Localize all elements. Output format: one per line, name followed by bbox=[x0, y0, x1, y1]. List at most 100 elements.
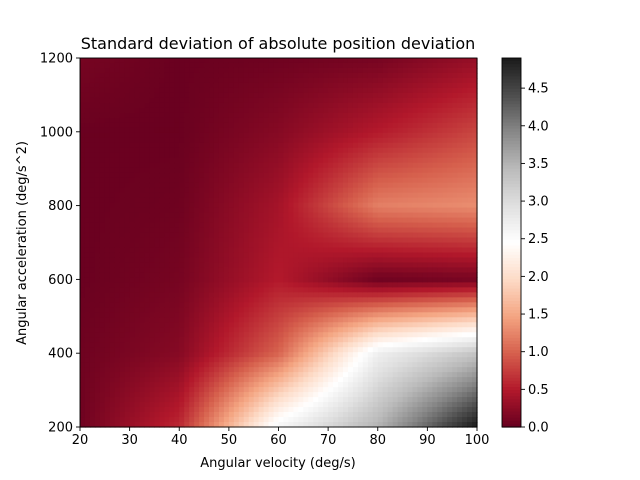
heatmap-cell bbox=[362, 167, 369, 174]
heatmap-cell bbox=[129, 67, 136, 74]
heatmap-cell bbox=[179, 237, 185, 244]
heatmap-cell bbox=[213, 247, 220, 254]
heatmap-cell bbox=[129, 177, 136, 184]
heatmap-cell bbox=[169, 242, 175, 249]
heatmap-cell bbox=[352, 402, 359, 408]
heatmap-cell bbox=[333, 337, 339, 343]
heatmap-cell bbox=[248, 247, 255, 254]
heatmap-cell bbox=[318, 107, 324, 114]
heatmap-cell bbox=[174, 187, 180, 194]
heatmap-cell bbox=[382, 307, 389, 313]
heatmap-cell bbox=[278, 177, 285, 184]
heatmap-cell bbox=[313, 337, 319, 343]
heatmap-cell bbox=[228, 312, 235, 318]
heatmap-cell bbox=[89, 72, 96, 79]
heatmap-cell bbox=[397, 302, 404, 308]
heatmap-cell bbox=[213, 67, 220, 74]
heatmap-cell bbox=[194, 232, 200, 239]
heatmap-cell bbox=[298, 332, 304, 338]
heatmap-cell bbox=[333, 102, 339, 109]
heatmap-cell bbox=[397, 407, 404, 413]
heatmap-cell bbox=[114, 58, 121, 64]
heatmap-cell bbox=[268, 367, 275, 373]
heatmap-cell bbox=[313, 222, 319, 229]
heatmap-cell bbox=[323, 287, 329, 293]
heatmap-cell bbox=[313, 207, 319, 214]
heatmap-cell bbox=[402, 92, 409, 99]
heatmap-cell bbox=[119, 202, 126, 209]
heatmap-cell bbox=[159, 187, 165, 194]
heatmap-cell bbox=[343, 237, 349, 244]
heatmap-cell bbox=[223, 297, 230, 303]
heatmap-cell bbox=[89, 67, 96, 74]
heatmap-cell bbox=[213, 122, 220, 129]
heatmap-cell bbox=[209, 142, 215, 149]
heatmap-cell bbox=[328, 72, 334, 79]
heatmap-cell bbox=[328, 102, 334, 109]
heatmap-cell bbox=[308, 62, 314, 69]
heatmap-cell bbox=[223, 247, 230, 254]
heatmap-cell bbox=[352, 422, 359, 428]
heatmap-cell bbox=[357, 272, 364, 279]
heatmap-cell bbox=[352, 377, 359, 383]
heatmap-cell bbox=[84, 172, 91, 179]
heatmap-cell bbox=[328, 207, 334, 214]
heatmap-cell bbox=[263, 307, 270, 313]
heatmap-cell bbox=[213, 287, 220, 293]
heatmap-cell bbox=[352, 397, 359, 403]
heatmap-cell bbox=[258, 372, 265, 378]
heatmap-cell bbox=[99, 352, 106, 358]
heatmap-cell bbox=[253, 212, 260, 219]
heatmap-cell bbox=[278, 222, 285, 229]
heatmap-cell bbox=[80, 412, 86, 418]
heatmap-cell bbox=[84, 67, 91, 74]
heatmap-cell bbox=[273, 377, 280, 383]
heatmap-cell bbox=[248, 222, 255, 229]
heatmap-cell bbox=[303, 207, 309, 214]
heatmap-cell bbox=[258, 87, 265, 94]
heatmap-cell bbox=[104, 107, 111, 114]
heatmap-cell bbox=[204, 352, 210, 358]
heatmap-cell bbox=[109, 227, 116, 234]
heatmap-cell bbox=[343, 347, 349, 353]
heatmap-cell bbox=[258, 187, 265, 194]
heatmap-cell bbox=[377, 252, 384, 259]
heatmap-cell bbox=[243, 402, 250, 408]
heatmap-cell bbox=[303, 262, 309, 269]
heatmap-cell bbox=[104, 167, 111, 174]
heatmap-cell bbox=[313, 412, 319, 418]
heatmap-cell bbox=[367, 267, 374, 274]
heatmap-cell bbox=[402, 402, 409, 408]
heatmap-cell bbox=[84, 317, 91, 323]
heatmap-cell bbox=[169, 72, 175, 79]
heatmap-cell bbox=[402, 162, 409, 169]
heatmap-cell bbox=[293, 58, 299, 64]
heatmap-cell bbox=[392, 397, 399, 403]
heatmap-cell bbox=[144, 97, 151, 104]
heatmap-cell bbox=[397, 287, 404, 293]
heatmap-cell bbox=[338, 347, 344, 353]
heatmap-cell bbox=[323, 422, 329, 428]
heatmap-cell bbox=[204, 347, 210, 353]
heatmap-cell bbox=[174, 102, 180, 109]
heatmap-cell bbox=[352, 72, 359, 79]
heatmap-cell bbox=[308, 347, 314, 353]
heatmap-cell bbox=[218, 357, 225, 363]
heatmap-cell bbox=[313, 342, 319, 348]
heatmap-cell bbox=[154, 162, 160, 169]
heatmap-cell bbox=[94, 262, 101, 269]
heatmap-cell bbox=[114, 342, 121, 348]
heatmap-cell bbox=[139, 267, 146, 274]
heatmap-cell bbox=[382, 357, 389, 363]
heatmap-cell bbox=[213, 147, 220, 154]
heatmap-cell bbox=[278, 162, 285, 169]
heatmap-cell bbox=[134, 212, 141, 219]
heatmap-cell bbox=[402, 182, 409, 189]
heatmap-cell bbox=[213, 172, 220, 179]
heatmap-cell bbox=[134, 132, 141, 139]
heatmap-cell bbox=[268, 177, 275, 184]
heatmap-cell bbox=[169, 347, 175, 353]
heatmap-cell bbox=[238, 357, 245, 363]
heatmap-cell bbox=[397, 402, 404, 408]
heatmap-cell bbox=[308, 327, 314, 333]
